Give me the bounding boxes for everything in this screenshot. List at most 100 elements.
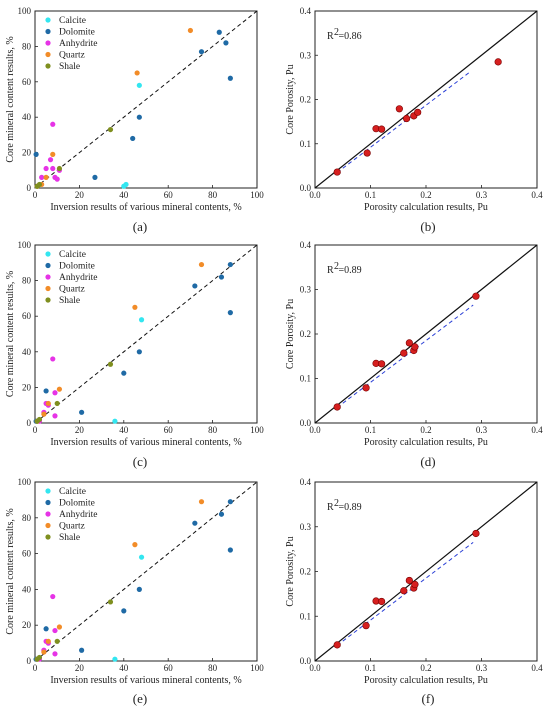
legend-marker-dolomite <box>45 28 51 35</box>
y-tick-label: 20 <box>22 620 32 630</box>
y-tick-label: 0.0 <box>300 418 312 428</box>
legend-label-dolomite: Dolomite <box>59 28 95 38</box>
data-point-quartz <box>187 27 193 34</box>
x-tick-label: 60 <box>164 663 174 673</box>
y-tick-label: 0.4 <box>300 6 312 16</box>
x-tick-label: 0 <box>33 663 38 673</box>
reference-line <box>34 481 258 662</box>
data-point-quartz <box>132 304 138 310</box>
x-tick-label: 40 <box>119 190 129 200</box>
data-point-porosity <box>494 58 502 66</box>
data-point-dolomite <box>121 608 127 614</box>
panel-d: 0.0 0.1 0.2 0.3 0.4 0.0 0.1 0.2 0.3 0.4 Porosity c… <box>285 240 543 469</box>
data-point-porosity <box>411 343 419 351</box>
y-tick-label: 100 <box>18 477 32 487</box>
reference-line <box>314 10 538 189</box>
legend-label-dolomite: Dolomite <box>59 499 95 509</box>
x-axis-label: Inversion results of various mineral con… <box>50 675 241 686</box>
legend-label-shale: Shale <box>59 62 80 72</box>
x-tick-label: 100 <box>250 663 264 673</box>
data-point-porosity <box>363 149 371 157</box>
x-axis-label: Porosity calculation results, Pu <box>364 202 488 213</box>
data-point-calcite <box>138 317 145 323</box>
x-tick-label: 60 <box>164 190 174 200</box>
y-tick-label: 20 <box>22 382 32 392</box>
y-axis-label: Core mineral content results, % <box>5 271 16 397</box>
legend-marker-quartz <box>45 51 51 58</box>
panel-a: 0 20 40 60 80 100 0 20 40 60 80 100 Inversion result… <box>5 6 264 234</box>
data-point-calcite <box>123 181 129 188</box>
x-tick-label: 40 <box>119 425 129 435</box>
data-point-calcite <box>136 82 142 88</box>
x-tick-label: 100 <box>250 425 264 435</box>
data-point-quartz <box>198 261 205 268</box>
y-tick-label: 20 <box>22 148 32 158</box>
y-tick-label: 0.0 <box>300 183 312 193</box>
legend-label-calcite: Calcite <box>59 16 86 26</box>
r2-value: =0.89 <box>339 265 362 276</box>
legend-label-calcite: Calcite <box>59 487 86 497</box>
legend-marker-calcite <box>45 17 51 23</box>
data-point-calcite <box>112 418 118 424</box>
x-tick-label: 0 <box>33 190 38 200</box>
data-point-dolomite <box>227 75 233 81</box>
data-point-dolomite <box>218 274 225 280</box>
data-point-shale <box>36 654 43 661</box>
y-tick-label: 80 <box>22 276 32 286</box>
panel-label: (f) <box>422 691 435 706</box>
data-point-anhydrite <box>50 165 56 172</box>
panel-label: (b) <box>420 219 435 234</box>
legend-marker-quartz <box>45 522 51 529</box>
data-point-quartz <box>56 624 63 630</box>
data-point-dolomite <box>130 135 136 142</box>
y-tick-label: 100 <box>18 240 32 250</box>
legend-label-calcite: Calcite <box>59 250 86 260</box>
x-tick-label: 0.0 <box>309 663 321 673</box>
data-point-anhydrite <box>52 651 58 657</box>
y-tick-label: 0.4 <box>300 240 312 250</box>
reference-line <box>314 244 538 424</box>
data-point-dolomite <box>121 370 127 376</box>
y-tick-label: 0.0 <box>300 656 312 666</box>
data-point-dolomite <box>192 283 198 289</box>
x-tick-label: 80 <box>208 190 218 200</box>
data-point-dolomite <box>192 520 198 526</box>
panel-b: 0.0 0.1 0.2 0.3 0.4 0.0 0.1 0.2 0.3 0.4 Porosity c… <box>285 6 543 234</box>
x-tick-label: 0.1 <box>365 190 376 200</box>
y-tick-label: 0.4 <box>300 477 312 487</box>
r2-value: =0.89 <box>339 502 362 513</box>
reference-line <box>34 244 258 424</box>
x-tick-label: 100 <box>250 190 264 200</box>
x-tick-label: 20 <box>75 663 85 673</box>
data-point-quartz <box>198 499 205 505</box>
y-tick-label: 0.1 <box>300 139 311 149</box>
data-point-quartz <box>41 411 47 417</box>
y-tick-label: 60 <box>22 549 32 559</box>
y-tick-label: 0.1 <box>300 611 311 621</box>
data-point-dolomite <box>136 349 142 355</box>
y-tick-label: 60 <box>22 77 32 87</box>
data-point-dolomite <box>79 409 85 415</box>
data-point-quartz <box>43 174 49 180</box>
x-tick-label: 0.3 <box>476 425 488 435</box>
data-point-anhydrite <box>54 176 60 182</box>
x-tick-label: 80 <box>208 663 218 673</box>
y-tick-label: 0.3 <box>300 50 312 60</box>
data-point-anhydrite <box>47 157 54 163</box>
data-point-dolomite <box>136 114 142 120</box>
y-tick-label: 0.3 <box>300 285 312 295</box>
panel-c: 0 20 40 60 80 100 0 20 40 60 80 100 Inversion result… <box>5 240 264 469</box>
legend-label-quartz: Quartz <box>59 522 85 532</box>
data-point-porosity <box>362 384 370 392</box>
legend-label-anhydrite: Anhydrite <box>59 510 98 520</box>
data-point-dolomite <box>227 547 233 553</box>
data-point-shale <box>107 361 114 367</box>
r2-label: R <box>327 265 334 276</box>
data-point-shale <box>107 599 114 605</box>
legend-label-quartz: Quartz <box>59 51 85 61</box>
legend-marker-quartz <box>45 285 51 292</box>
y-tick-label: 0.2 <box>300 95 311 105</box>
x-tick-label: 0.4 <box>531 663 543 673</box>
x-tick-label: 0.1 <box>365 425 376 435</box>
